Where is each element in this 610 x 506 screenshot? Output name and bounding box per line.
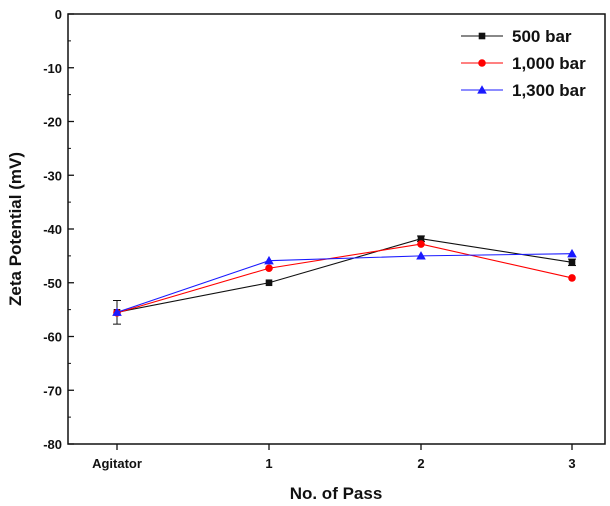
x-tick-label: 2: [417, 456, 424, 471]
y-tick-label: -80: [43, 437, 62, 452]
series-line: [116, 238, 573, 313]
data-point: [568, 274, 576, 282]
legend-marker: [477, 85, 487, 94]
x-tick-label: Agitator: [92, 456, 142, 471]
legend-marker: [478, 32, 486, 40]
data-point: [265, 279, 273, 287]
data-point: [416, 251, 426, 260]
data-point: [112, 307, 122, 316]
y-tick-label: 0: [55, 7, 62, 22]
data-point: [568, 259, 576, 266]
legend-marker: [478, 59, 486, 67]
y-tick-label: -10: [43, 61, 62, 76]
legend-label: 500 bar: [512, 27, 572, 46]
x-axis-label: No. of Pass: [290, 484, 383, 503]
legend-label: 1,000 bar: [512, 54, 586, 73]
legend-item: 500 bar: [461, 27, 572, 46]
series-line: [116, 243, 573, 314]
x-tick-label: 1: [265, 456, 272, 471]
legend-item: 1,300 bar: [461, 81, 586, 100]
y-axis-label: Zeta Potential (mV): [6, 152, 25, 306]
y-tick-label: -40: [43, 222, 62, 237]
y-tick-label: -60: [43, 330, 62, 345]
data-point: [567, 248, 577, 258]
y-tick-label: -20: [43, 115, 62, 130]
y-tick-label: -70: [43, 383, 62, 398]
legend-label: 1,300 bar: [512, 81, 586, 100]
data-point: [264, 255, 274, 265]
x-tick-label: 3: [568, 456, 575, 471]
series-1-300-bar: [112, 248, 577, 316]
legend: 500 bar 1,000 bar 1,300 bar: [461, 27, 586, 100]
series-line: [116, 253, 573, 313]
data-point: [265, 264, 273, 273]
data-point: [417, 240, 425, 248]
legend-item: 1,000 bar: [461, 54, 586, 73]
y-tick-label: -50: [43, 276, 62, 291]
y-tick-label: -30: [43, 168, 62, 183]
plot-frame: [67, 13, 606, 445]
series-500-bar: [113, 235, 576, 325]
data-point: [417, 235, 425, 242]
